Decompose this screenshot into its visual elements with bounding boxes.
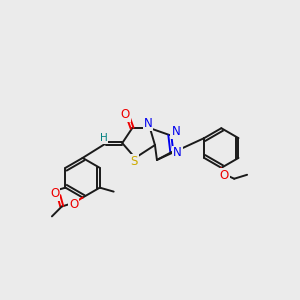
Text: S: S xyxy=(130,155,138,168)
Text: O: O xyxy=(50,187,59,200)
Text: N: N xyxy=(144,117,152,130)
Text: N: N xyxy=(173,146,182,160)
Text: O: O xyxy=(220,169,229,182)
Text: H: H xyxy=(100,133,107,143)
Text: O: O xyxy=(121,108,130,121)
Text: O: O xyxy=(69,198,78,211)
Text: N: N xyxy=(171,125,180,138)
